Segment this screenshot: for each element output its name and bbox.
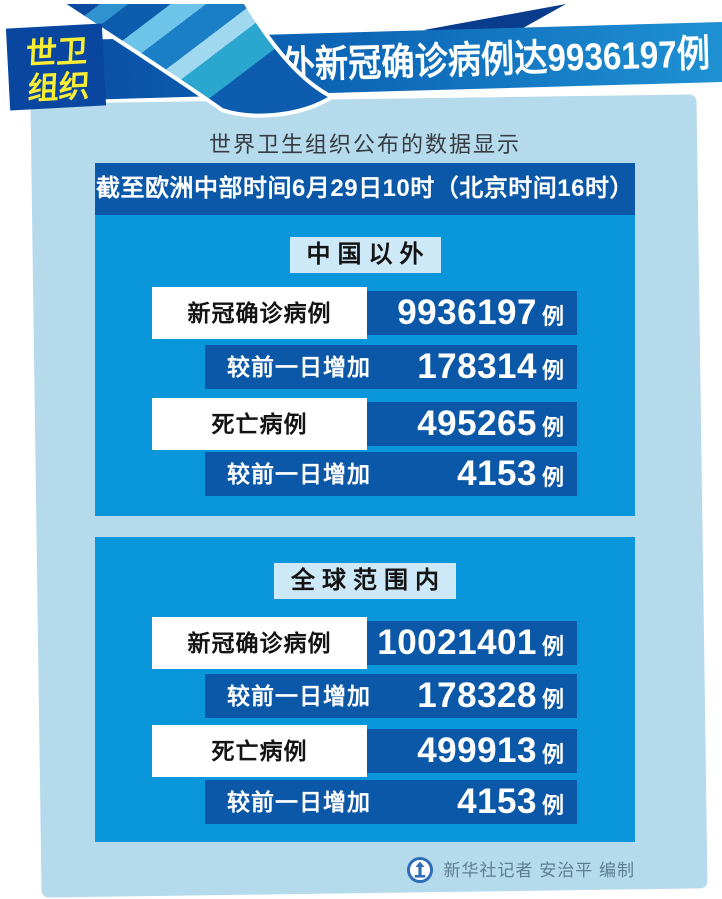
stat-row: 较前一日增加 178328 例 [95,674,635,718]
subtitle-text: 世界卫生组织公布的数据显示 [208,132,521,157]
stat-value-box: 10021401 例 [367,621,577,665]
ribbon-drape-icon [58,0,334,118]
stat-unit: 例 [541,358,564,383]
datetime-bar: 截至欧洲中部时间6月29日10时（北京时间16时） [95,163,635,215]
stat-row: 死亡病例 495265 例 [95,398,635,450]
stat-value-box: 9936197 例 [367,291,577,335]
stat-value-box: 499913 例 [367,729,577,773]
stat-unit: 例 [541,634,564,659]
stat-row: 新冠确诊病例 10021401 例 [95,617,635,669]
stat-bar: 较前一日增加 178328 例 [205,674,577,718]
stat-number: 10021401 [377,623,537,662]
stat-number: 178328 [417,676,537,715]
who-badge-line2: 组织 [27,68,91,106]
stat-number: 4153 [457,782,537,821]
credit-text: 新华社记者 安治平 编制 [443,861,635,880]
stat-row: 较前一日增加 178314 例 [95,345,635,389]
stat-bar: 较前一日增加 4153 例 [205,452,577,496]
footer-credit: 新华社记者 安治平 编制 [95,856,635,886]
stat-unit: 例 [541,304,564,329]
stat-label: 较前一日增加 [227,354,371,380]
header-ribbon: 中国以外新冠确诊病例达9936197例 世卫 组织 [5,0,722,118]
stat-row: 新冠确诊病例 9936197 例 [95,287,635,339]
stat-unit: 例 [541,465,564,490]
who-badge-line1: 世卫 [25,33,89,71]
stat-row: 死亡病例 499913 例 [95,725,635,777]
stat-unit: 例 [541,415,564,440]
stat-row: 较前一日增加 4153 例 [95,452,635,496]
panel-outside-china: 中国以外 新冠确诊病例 9936197 例 较前一日增加 178314 例 死亡病例… [95,215,635,516]
stat-label: 新冠确诊病例 [152,287,367,339]
stat-label: 较前一日增加 [227,789,371,815]
who-badge: 世卫 组织 [5,23,107,111]
stat-unit: 例 [541,687,564,712]
stat-number: 499913 [417,731,537,770]
panel-global: 全球范围内 新冠确诊病例 10021401 例 较前一日增加 178328 例 死亡… [95,537,635,842]
stat-number: 178314 [417,347,537,386]
stat-number: 4153 [457,454,537,493]
stat-number: 495265 [417,404,537,443]
stat-bar: 较前一日增加 4153 例 [205,780,577,824]
stat-label: 较前一日增加 [227,683,371,709]
xinhua-logo-icon [406,857,433,883]
stat-unit: 例 [541,793,564,818]
stat-label: 新冠确诊病例 [152,617,367,669]
stat-bar: 较前一日增加 178314 例 [205,345,577,389]
stat-number: 9936197 [397,293,537,332]
panel-heading: 中国以外 [289,237,441,273]
stat-label: 死亡病例 [152,725,367,777]
stat-unit: 例 [541,742,564,767]
panel-heading: 全球范围内 [274,563,456,599]
stat-label: 死亡病例 [152,398,367,450]
stat-value-box: 495265 例 [367,402,577,446]
stat-label: 较前一日增加 [227,461,371,487]
stat-row: 较前一日增加 4153 例 [95,780,635,824]
